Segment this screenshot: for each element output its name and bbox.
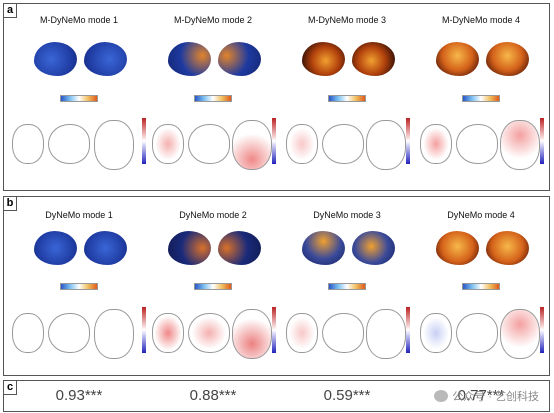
colorbar — [540, 118, 544, 164]
mode-title: M-DyNeMo mode 1 — [39, 15, 119, 25]
panel-label: c — [4, 381, 17, 395]
watermark: 公众号 · 艺创科技 — [434, 388, 539, 404]
colorbar — [272, 307, 276, 353]
brain-surface — [218, 231, 261, 265]
colorbar — [60, 283, 98, 290]
brain-surface — [84, 42, 127, 76]
glass-brain — [322, 124, 364, 164]
brain-surface — [34, 42, 77, 76]
colorbar — [328, 283, 366, 290]
colorbar — [142, 307, 146, 353]
mode-title: DyNeMo mode 4 — [447, 210, 515, 220]
glass-brain — [456, 124, 498, 164]
brain-surface — [168, 231, 211, 265]
colorbar — [540, 307, 544, 353]
brain-surface — [352, 231, 395, 265]
correlation-score: 0.59*** — [323, 387, 371, 404]
glass-brain — [232, 309, 272, 359]
colorbar — [406, 118, 410, 164]
brain-surface — [302, 42, 345, 76]
glass-brain — [420, 313, 452, 353]
panel-b: b DyNeMo mode 1 DyNeMo mode 2 DyNeMo mod… — [3, 196, 550, 376]
panel-c: c 0.93*** 0.88*** 0.59*** 0.77*** 公众号 · … — [3, 380, 550, 412]
colorbar — [328, 95, 366, 102]
brain-surface — [436, 42, 479, 76]
glass-brain — [152, 124, 184, 164]
glass-brain — [48, 124, 90, 164]
watermark-text: 公众号 · 艺创科技 — [452, 391, 539, 403]
mode-title: M-DyNeMo mode 4 — [441, 15, 521, 25]
colorbar — [60, 95, 98, 102]
glass-brain — [232, 120, 272, 170]
brain-surface — [486, 231, 529, 265]
mode-title: M-DyNeMo mode 3 — [307, 15, 387, 25]
glass-brain — [94, 309, 134, 359]
glass-brain — [188, 124, 230, 164]
brain-surface — [436, 231, 479, 265]
glass-brain — [188, 313, 230, 353]
mode-title: DyNeMo mode 3 — [313, 210, 381, 220]
colorbar — [462, 95, 500, 102]
colorbar — [142, 118, 146, 164]
glass-brain — [12, 313, 44, 353]
colorbar — [406, 307, 410, 353]
brain-surface — [168, 42, 211, 76]
panel-a: a M-DyNeMo mode 1 M-DyNeMo mode 2 M-DyNe… — [3, 3, 550, 191]
colorbar — [194, 95, 232, 102]
glass-brain — [48, 313, 90, 353]
glass-brain — [456, 313, 498, 353]
brain-surface — [34, 231, 77, 265]
panel-label: b — [4, 197, 17, 211]
glass-brain — [12, 124, 44, 164]
glass-brain — [500, 120, 540, 170]
mode-title: DyNeMo mode 2 — [179, 210, 247, 220]
mode-title: M-DyNeMo mode 2 — [173, 15, 253, 25]
colorbar — [272, 118, 276, 164]
correlation-score: 0.88*** — [189, 387, 237, 404]
panel-label: a — [4, 4, 17, 18]
brain-surface — [352, 42, 395, 76]
glass-brain — [322, 313, 364, 353]
wechat-icon — [434, 390, 449, 402]
brain-surface — [218, 42, 261, 76]
glass-brain — [366, 309, 406, 359]
correlation-score: 0.93*** — [55, 387, 103, 404]
glass-brain — [366, 120, 406, 170]
brain-surface — [302, 231, 345, 265]
correlation-score: 0.77*** — [457, 387, 505, 404]
glass-brain — [420, 124, 452, 164]
colorbar — [462, 283, 500, 290]
glass-brain — [286, 313, 318, 353]
mode-title: DyNeMo mode 1 — [45, 210, 113, 220]
brain-surface — [486, 42, 529, 76]
glass-brain — [500, 309, 540, 359]
colorbar — [194, 283, 232, 290]
brain-surface — [84, 231, 127, 265]
glass-brain — [152, 313, 184, 353]
glass-brain — [94, 120, 134, 170]
glass-brain — [286, 124, 318, 164]
